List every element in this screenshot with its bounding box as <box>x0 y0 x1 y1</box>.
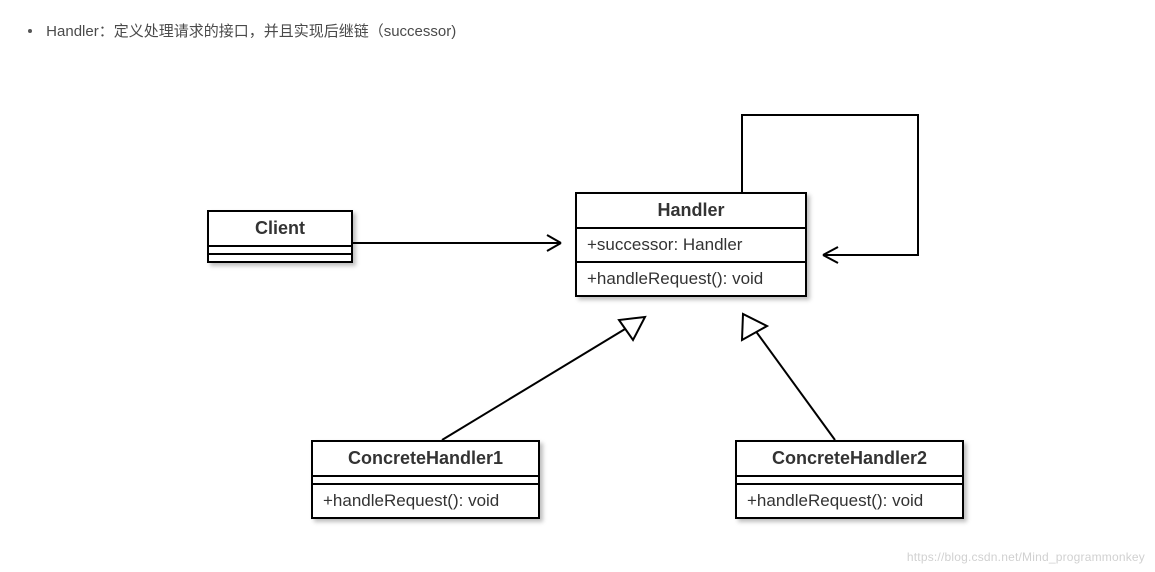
uml-class-concrete1-attr-section <box>313 477 538 485</box>
uml-class-concrete2-method: +handleRequest(): void <box>737 485 962 517</box>
bullet-text: Handler：定义处理请求的接口，并且实现后继链（successor) <box>46 23 456 40</box>
uml-class-client-attr-section <box>209 247 351 255</box>
edge-handler-self-arrow2 <box>823 255 838 263</box>
bullet-dot-icon <box>28 29 32 33</box>
edge-c1-handler-line <box>442 326 630 440</box>
uml-class-concrete1-title: ConcreteHandler1 <box>313 442 538 477</box>
bullet-line: Handler：定义处理请求的接口，并且实现后继链（successor) <box>28 20 456 41</box>
edge-c2-handler-line <box>752 326 835 440</box>
uml-class-concrete2: ConcreteHandler2 +handleRequest(): void <box>735 440 964 519</box>
watermark-text: https://blog.csdn.net/Mind_programmonkey <box>907 550 1145 564</box>
uml-class-concrete2-attr-section <box>737 477 962 485</box>
page-root: Handler：定义处理请求的接口，并且实现后继链（successor) Cli… <box>0 0 1155 572</box>
edge-handler-self-arrow1 <box>823 247 838 255</box>
edge-c1-handler-arrowhead <box>619 317 645 340</box>
uml-class-concrete2-title: ConcreteHandler2 <box>737 442 962 477</box>
uml-class-concrete1-method: +handleRequest(): void <box>313 485 538 517</box>
uml-class-client-title: Client <box>209 212 351 247</box>
uml-class-handler: Handler +successor: Handler +handleReque… <box>575 192 807 297</box>
uml-class-handler-attr: +successor: Handler <box>577 229 805 263</box>
uml-class-client-method-section <box>209 255 351 261</box>
edge-client-handler-arrow2 <box>547 243 561 251</box>
edge-client-handler-arrow1 <box>547 235 561 243</box>
uml-class-concrete1: ConcreteHandler1 +handleRequest(): void <box>311 440 540 519</box>
uml-class-client: Client <box>207 210 353 263</box>
uml-class-handler-title: Handler <box>577 194 805 229</box>
edge-c2-handler-arrowhead <box>742 314 767 340</box>
uml-class-handler-method: +handleRequest(): void <box>577 263 805 295</box>
